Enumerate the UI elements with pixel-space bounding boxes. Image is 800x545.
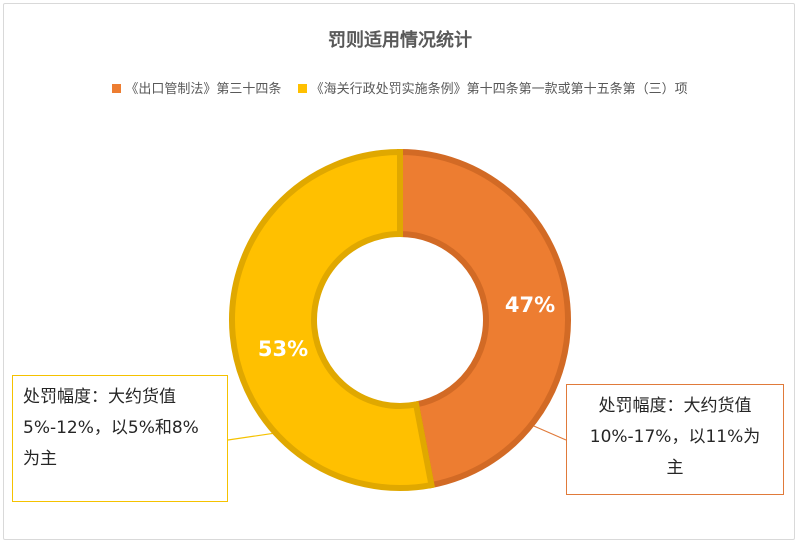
legend-item-customs-penalty-regulation: 《海关行政处罚实施条例》第十四条第一款或第十五条第（三）项 [297, 78, 688, 97]
legend-swatch-yellow [297, 84, 307, 93]
donut-slice-47 [397, 148, 571, 489]
annotation-box-left: 处罚幅度：大约货值 5%-12%，以5%和8% 为主 [12, 375, 228, 502]
legend-item-export-control-law: 《出口管制法》第三十四条 [112, 78, 281, 97]
data-label-53: 53% [258, 337, 308, 361]
annotation-line: 10%-17%，以11%为 [589, 427, 761, 447]
chart-title: 罚则适用情况统计 [328, 30, 472, 51]
legend: 《出口管制法》第三十四条 《海关行政处罚实施条例》第十四条第一款或第十五条第（三… [0, 78, 800, 97]
data-label-47: 47% [505, 293, 555, 317]
legend-swatch-orange [112, 84, 122, 93]
annotation-line: 处罚幅度：大约货值 [23, 387, 176, 407]
annotation-line: 为主 [23, 449, 57, 469]
annotation-line: 5%-12%，以5%和8% [23, 418, 199, 438]
chart-frame [3, 3, 795, 540]
donut-slice-53 [229, 148, 435, 491]
legend-label: 《海关行政处罚实施条例》第十四条第一款或第十五条第（三）项 [310, 82, 688, 97]
annotation-line: 处罚幅度：大约货值 [598, 396, 752, 416]
legend-label: 《出口管制法》第三十四条 [125, 82, 282, 97]
annotation-line: 主 [666, 458, 684, 478]
annotation-box-right: 处罚幅度：大约货值 10%-17%，以11%为 主 [566, 384, 784, 495]
